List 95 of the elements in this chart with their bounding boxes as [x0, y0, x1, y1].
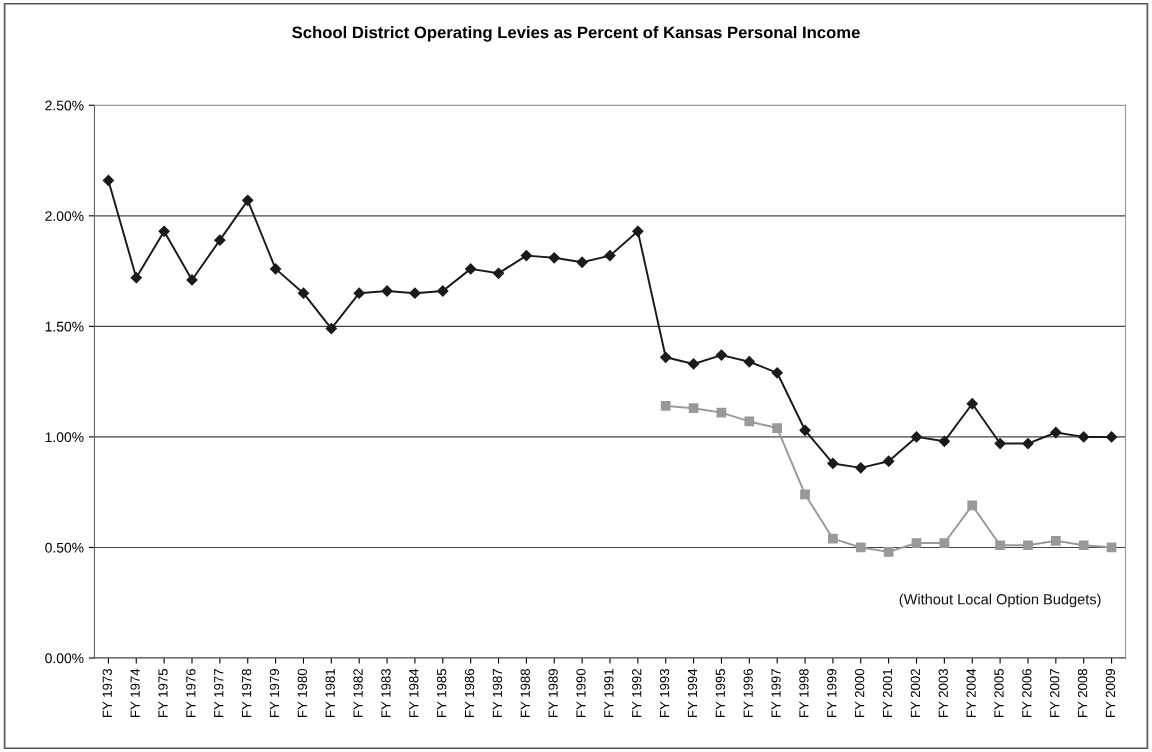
x-tick-label: FY 2003 [938, 668, 948, 717]
y-tick-label: 0.50% [45, 542, 84, 553]
point [911, 538, 922, 548]
point [242, 194, 254, 206]
point [772, 423, 783, 433]
point [1105, 431, 1118, 443]
point [660, 351, 672, 363]
point [437, 285, 449, 297]
point [1050, 535, 1061, 546]
chart-title: School District Operating Levies as Percent of Kansas Personal Income [292, 26, 860, 42]
point [827, 457, 839, 470]
point [995, 540, 1005, 551]
x-tick-label: FY 1984 [409, 668, 419, 717]
x-tick-label: FY 1998 [799, 668, 809, 717]
y-tick-label: 2.00% [45, 211, 84, 221]
x-tick-label: FY 2005 [994, 668, 1004, 717]
point [828, 533, 838, 544]
point [688, 403, 699, 414]
point [966, 398, 978, 410]
point [102, 174, 115, 187]
x-tick-label: FY 1987 [492, 669, 503, 717]
x-tick-label: FY 1989 [548, 669, 558, 717]
x-tick-label: FY 1979 [269, 669, 280, 717]
point [1023, 540, 1033, 551]
point [492, 267, 505, 279]
point [1050, 426, 1062, 439]
point [967, 500, 978, 511]
point [576, 256, 588, 268]
x-tick-label: FY 2009 [1105, 669, 1116, 717]
x-tick-label: FY 2008 [1077, 668, 1088, 717]
x-tick-label: FY 2006 [1022, 668, 1032, 717]
x-tick-label: FY 1985 [436, 668, 447, 717]
x-tick-label: FY 1980 [297, 668, 307, 717]
point [297, 287, 310, 299]
point [548, 252, 560, 264]
point [409, 287, 421, 299]
x-tick-label: FY 1975 [158, 668, 168, 717]
point [687, 358, 700, 370]
x-tick-label: FY 1992 [632, 669, 642, 717]
x-tick-label: FY 1993 [659, 668, 670, 717]
point [1022, 437, 1034, 450]
point [855, 542, 866, 553]
x-tick-label: FY 1988 [520, 668, 530, 717]
x-tick-label: FY 2001 [882, 669, 893, 717]
point [158, 225, 170, 237]
x-tick-label: FY 1999 [827, 669, 837, 717]
point [799, 424, 811, 436]
point [800, 489, 810, 500]
point [771, 367, 783, 379]
point [910, 431, 923, 443]
x-tick-label: FY 1973 [102, 668, 112, 717]
point [744, 416, 755, 427]
x-tick-label: FY 1995 [715, 668, 725, 717]
x-tick-label: FY 1994 [687, 668, 698, 717]
point [660, 401, 671, 411]
point [715, 349, 728, 361]
x-tick-label: FY 1981 [325, 669, 335, 717]
x-tick-label: FY 1996 [743, 668, 753, 717]
text: (Without Local Option Budgets) [899, 593, 1101, 608]
x-tick-label: FY 1986 [464, 668, 475, 717]
point [883, 455, 895, 467]
point [130, 272, 142, 284]
y-tick-label: 0.00% [45, 653, 84, 664]
x-tick-label: FY 1982 [353, 669, 363, 717]
x-tick-label: FY 2007 [1050, 669, 1060, 717]
point [214, 234, 226, 246]
y-tick-label: 1.00% [45, 432, 84, 443]
x-tick-label: FY 1974 [130, 668, 140, 717]
point [938, 435, 950, 447]
x-tick-label: FY 1983 [381, 668, 391, 717]
x-tick-label: FY 2004 [966, 668, 976, 717]
x-tick-label: FY 2002 [910, 669, 921, 717]
point [465, 263, 477, 275]
x-tick-label: FY 1976 [186, 668, 196, 717]
x-tick-label: FY 1990 [576, 668, 586, 717]
point [994, 437, 1006, 450]
x-tick-label: FY 1997 [771, 669, 781, 717]
y-tick-label: 1.50% [45, 321, 84, 332]
point [353, 287, 365, 299]
point [325, 322, 337, 335]
x-tick-label: FY 1977 [214, 669, 224, 717]
point [632, 225, 644, 237]
point [1078, 431, 1090, 443]
point [520, 250, 532, 262]
point [1078, 540, 1089, 551]
x-tick-label: FY 1978 [241, 668, 252, 717]
point [883, 547, 894, 557]
point [939, 538, 950, 548]
x-tick-label: FY 1991 [604, 669, 614, 717]
point [269, 263, 282, 275]
point [604, 250, 616, 262]
point [743, 356, 755, 368]
x-tick-label: FY 2000 [854, 668, 865, 717]
point [855, 462, 867, 474]
y-tick-label: 2.50% [45, 100, 84, 111]
